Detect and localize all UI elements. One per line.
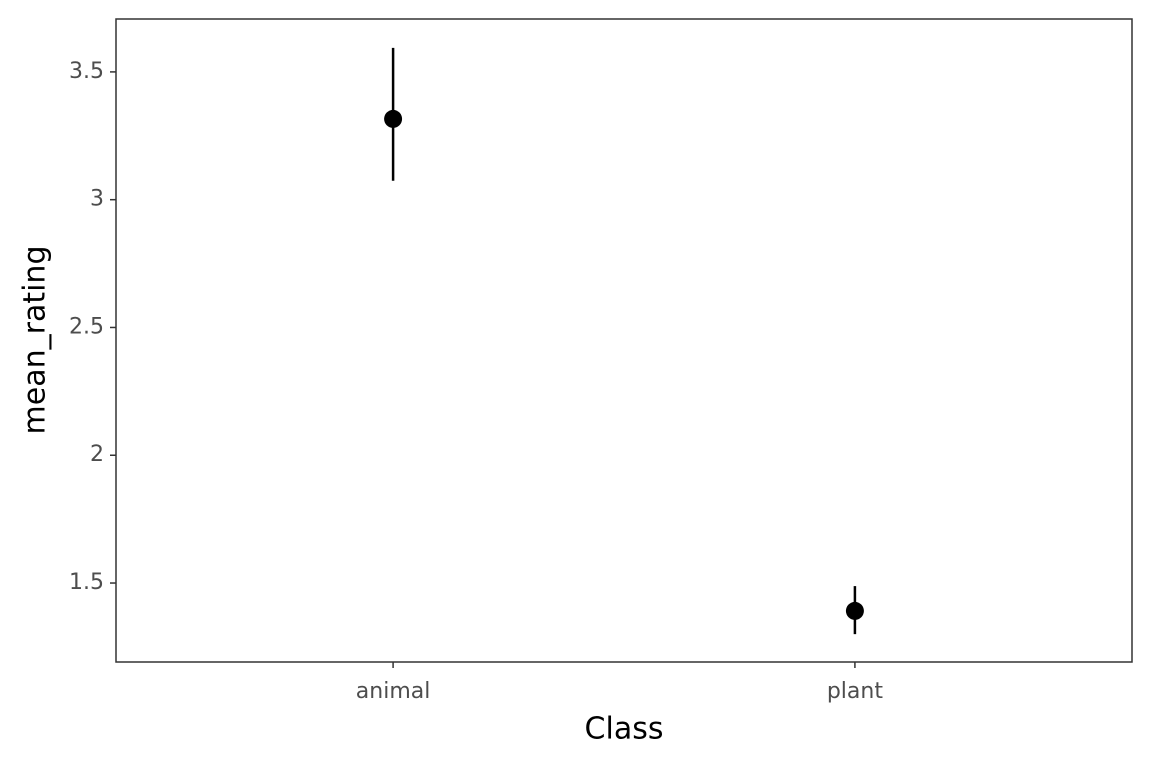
y-tick-label: 2.5 xyxy=(69,314,104,339)
x-axis-title: Class xyxy=(585,712,664,747)
y-tick-label: 3.5 xyxy=(69,59,104,84)
point xyxy=(384,109,403,128)
y-tick-label: 2 xyxy=(90,442,104,467)
x-tick-label: animal xyxy=(356,679,431,704)
plot-panel xyxy=(115,18,1133,663)
y-tick-label: 3 xyxy=(90,187,104,212)
x-tick-label: plant xyxy=(827,679,884,704)
y-tick-label: 1.5 xyxy=(69,570,104,595)
point xyxy=(845,601,864,620)
y-axis-title: mean_rating xyxy=(18,246,53,435)
